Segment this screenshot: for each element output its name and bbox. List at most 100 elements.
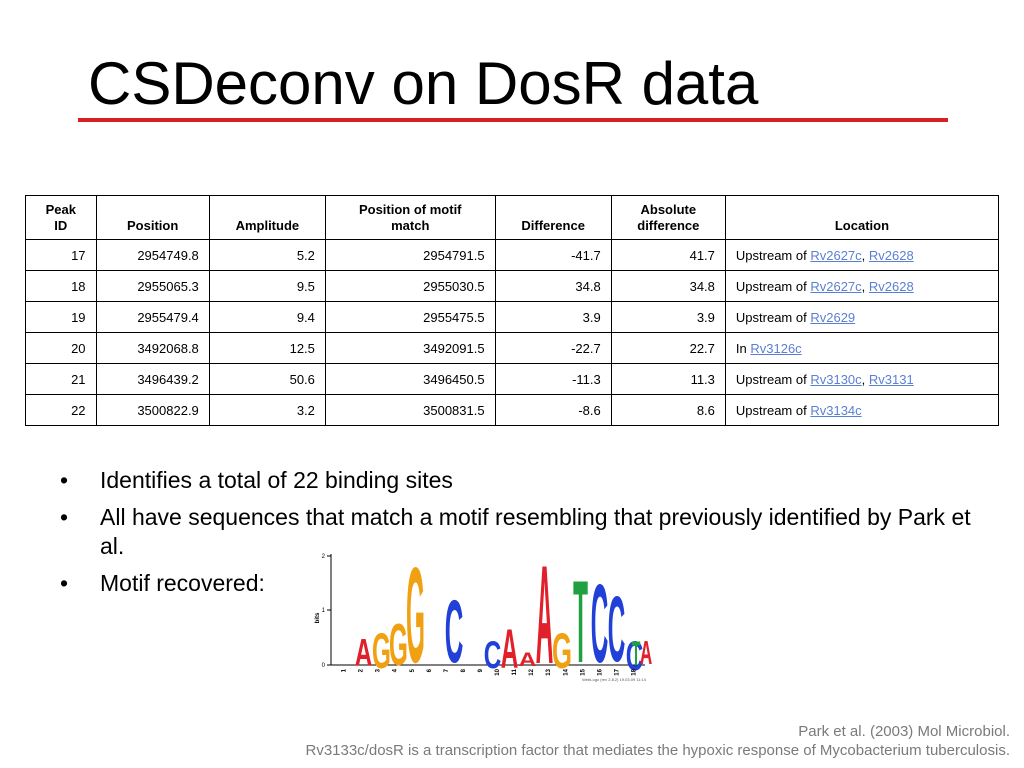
logo-letter: G (552, 624, 572, 679)
logo-position-label: 9 (478, 668, 484, 672)
cell-position: 2955065.3 (95, 270, 210, 302)
cell-difference: -11.3 (494, 363, 612, 395)
cell-amplitude: 5.2 (208, 239, 326, 271)
logo-position-label: 16 (597, 668, 603, 675)
table-row: 19 2955479.4 9.4 2955475.5 3.9 3.9 Upstream of… (25, 301, 1000, 333)
cell-abs-difference: 11.3 (610, 363, 726, 395)
cell-difference: -22.7 (494, 332, 612, 364)
cell-position: 2954749.8 (95, 239, 210, 271)
location-prefix: Upstream of (735, 402, 807, 418)
cell-amplitude: 9.5 (208, 270, 326, 302)
cell-motif-position: 2954791.5 (324, 239, 496, 271)
logo-letter: C (591, 563, 609, 687)
cell-difference: -8.6 (494, 394, 612, 426)
header-location: Location (724, 195, 1000, 240)
logo-letter: A (355, 631, 373, 674)
citation-line: Park et al. (2003) Mol Microbiol. (798, 723, 1010, 740)
cell-amplitude: 50.6 (208, 363, 326, 395)
logo-caption: WebLogo (rev 2.8.2) 19.03.09 11:14 (582, 677, 647, 682)
gene-link[interactable]: Rv2627c (810, 247, 862, 263)
gene-link[interactable]: Rv2627c (810, 278, 862, 294)
logo-position-label: 11 (512, 668, 518, 675)
gene-link[interactable]: Rv3131 (868, 371, 914, 387)
cell-amplitude: 12.5 (208, 332, 326, 364)
cell-abs-difference: 41.7 (610, 239, 726, 271)
cell-peak-id: 18 (25, 270, 97, 302)
logo-position-label: 5 (410, 668, 416, 672)
gene-link[interactable]: Rv2628 (868, 247, 914, 263)
table-row: 22 3500822.9 3.2 3500831.5 -8.6 8.6 Upstream o… (25, 394, 1000, 426)
cell-motif-position: 3496450.5 (324, 363, 496, 395)
cell-peak-id: 17 (25, 239, 97, 271)
cell-location: Upstream of Rv2629 (724, 301, 1000, 333)
gene-link[interactable]: Rv3134c (810, 402, 862, 418)
location-prefix: Upstream of (735, 278, 807, 294)
logo-position-label: 15 (580, 668, 586, 675)
logo-tick-label: 0 (322, 663, 326, 669)
cell-abs-difference: 3.9 (610, 301, 726, 333)
logo-letter: A (501, 619, 519, 681)
header-peak-id: Peak ID (25, 195, 97, 240)
bullet-list: • Identifies a total of 22 binding sites •… (58, 466, 978, 606)
logo-letter-stacks: A GGG C C A A AG T C C CT A (355, 548, 652, 688)
bullet-icon: • (60, 504, 69, 530)
logo-letter: C (626, 633, 644, 679)
cell-abs-difference: 8.6 (610, 394, 726, 426)
table-row: 17 2954749.8 5.2 2954791.5 -41.7 41.7 Upstream… (25, 239, 1000, 271)
cell-peak-id: 22 (25, 394, 97, 426)
logo-letter: G (389, 611, 408, 678)
logo-position-label: 2 (359, 668, 365, 672)
gene-link[interactable]: Rv3130c (810, 371, 862, 387)
logo-position-label: 7 (444, 668, 450, 672)
logo-letter: T (573, 557, 588, 687)
cell-amplitude: 3.2 (208, 394, 326, 426)
gene-link[interactable]: Rv2629 (810, 309, 856, 325)
binding-sites-table: Peak ID Position Amplitude Position of motif… (25, 195, 1000, 426)
cell-amplitude: 9.4 (208, 301, 326, 333)
table-row: 18 2955065.3 9.5 2955030.5 34.8 34.8 Upstream … (25, 270, 1000, 302)
table-header-row: Peak ID Position Amplitude Position of motif… (25, 195, 1000, 240)
motif-sequence-logo: bits 210 A GGG C C A A AG T C C CT A 1 2 3 4 5 6 7 8 9 10 11 1… (315, 548, 652, 688)
cell-peak-id: 21 (25, 363, 97, 395)
logo-position-labels: 1 2 3 4 5 6 7 8 9 10 11 12 13 14 15 16 17 18 (342, 668, 638, 675)
logo-y-axis-label: bits (315, 612, 321, 623)
cell-location: Upstream of Rv2627c, Rv2628 (724, 270, 1000, 302)
cell-peak-id: 19 (25, 301, 97, 333)
cell-abs-difference: 22.7 (610, 332, 726, 364)
header-difference: Difference (494, 195, 612, 240)
cell-peak-id: 20 (25, 332, 97, 364)
cell-motif-position: 3500831.5 (324, 394, 496, 426)
bullet-item: • Motif recovered: (58, 569, 978, 598)
logo-position-label: 17 (614, 668, 620, 675)
title-underline (78, 118, 948, 122)
logo-letter: C (484, 633, 502, 676)
cell-motif-position: 3492091.5 (324, 332, 496, 364)
bullet-text: Identifies a total of 22 binding sites (100, 467, 453, 493)
logo-letter: A (519, 648, 537, 670)
gene-link[interactable]: Rv2628 (868, 278, 914, 294)
logo-letter: C (445, 582, 464, 681)
table-header: Peak ID Position Amplitude Position of motif… (25, 195, 1000, 240)
gene-link[interactable]: Rv3126c (750, 340, 802, 356)
logo-y-ticks: 2 1 0 (322, 554, 331, 669)
logo-position-label: 6 (427, 668, 433, 672)
logo-position-label: 1 (342, 668, 348, 672)
cell-difference: 34.8 (494, 270, 612, 302)
location-prefix: Upstream of (735, 309, 807, 325)
header-motif-position: Position of motif match (324, 195, 496, 240)
cell-location: Upstream of Rv3130c, Rv3131 (724, 363, 1000, 395)
cell-position: 3496439.2 (95, 363, 210, 395)
cell-location: Upstream of Rv3134c (724, 394, 1000, 426)
cell-abs-difference: 34.8 (610, 270, 726, 302)
bullet-text: Motif recovered: (100, 570, 265, 596)
logo-position-label: 12 (529, 668, 535, 675)
logo-position-label: 8 (461, 668, 467, 672)
header-abs-difference: Absolute difference (610, 195, 726, 240)
cell-position: 3492068.8 (95, 332, 210, 364)
logo-letter: G (372, 623, 391, 679)
cell-difference: -41.7 (494, 239, 612, 271)
logo-position-label: 10 (495, 668, 501, 675)
logo-position-label: 4 (393, 668, 399, 672)
location-prefix: Upstream of (735, 371, 807, 387)
header-position: Position (95, 195, 210, 240)
